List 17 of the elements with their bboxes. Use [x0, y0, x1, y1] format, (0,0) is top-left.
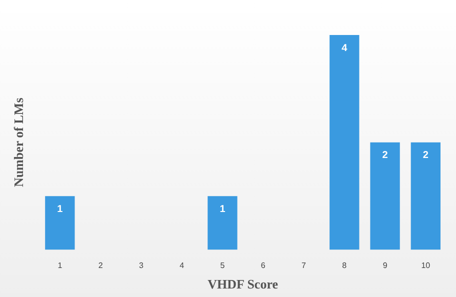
data-label: 4: [342, 42, 348, 54]
x-tick-label: 1: [58, 260, 63, 270]
x-tick-label: 7: [302, 260, 307, 270]
x-tick-label: 9: [382, 260, 388, 270]
data-label: 1: [220, 204, 226, 215]
y-axis-title: Number of LMs: [11, 98, 26, 188]
x-tick-label: 6: [260, 260, 266, 270]
data-label: 2: [422, 150, 429, 162]
x-tick-label: 5: [220, 260, 226, 270]
x-tick-label: 2: [98, 260, 104, 270]
x-tick-label: 4: [180, 260, 185, 270]
x-tick-label: 10: [421, 260, 431, 270]
x-tick-label: 8: [342, 260, 348, 270]
x-tick-label: 3: [138, 260, 144, 270]
x-axis-title: VHDF Score: [208, 276, 278, 292]
data-label: 1: [57, 204, 64, 215]
data-label: 2: [382, 150, 388, 162]
